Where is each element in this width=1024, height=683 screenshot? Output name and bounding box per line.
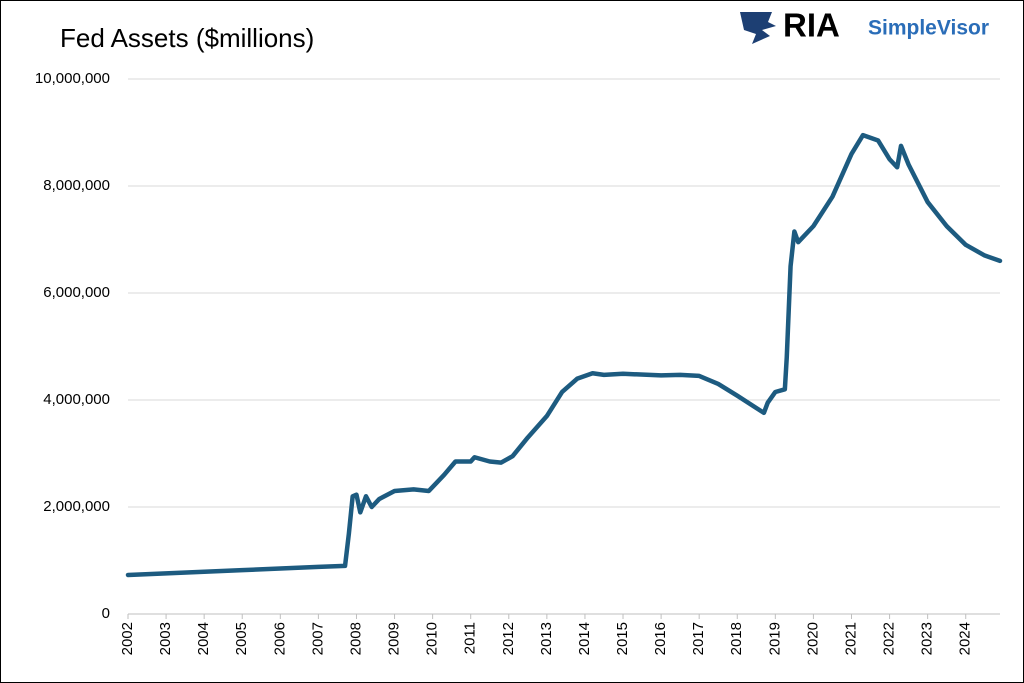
x-tick-label: 2006: [271, 622, 288, 655]
x-tick-label: 2002: [119, 622, 136, 655]
y-tick-label: 6,000,000: [43, 284, 110, 301]
x-tick-label: 2005: [233, 622, 250, 655]
y-tick-label: 0: [102, 605, 110, 622]
logo-icon: [740, 12, 776, 44]
x-tick-label: 2011: [462, 622, 479, 654]
x-tick-label: 2023: [919, 622, 936, 655]
logo: RIA SimpleVisor: [740, 7, 989, 44]
plot-area: 0 2,000,000 4,000,000 6,000,000 8,000,000 10,…: [35, 70, 1003, 655]
x-tick-label: 2007: [309, 622, 326, 655]
x-tick-label: 2016: [652, 622, 669, 655]
x-tick-label: 2019: [766, 622, 783, 655]
y-tick-label: 10,000,000: [35, 70, 110, 87]
y-tick-label: 2,000,000: [43, 498, 110, 515]
x-tick-label: 2014: [576, 622, 593, 655]
x-tick-label: 2008: [347, 622, 364, 655]
x-tick-label: 2010: [424, 622, 441, 655]
x-tick-label: 2003: [157, 622, 174, 655]
logo-brand: RIA: [783, 7, 840, 44]
x-tick-label: 2015: [614, 622, 631, 655]
x-tick-label: 2018: [728, 622, 745, 655]
x-tick-label: 2020: [804, 622, 821, 655]
y-tick-label: 8,000,000: [43, 177, 110, 194]
x-tick-label: 2013: [538, 622, 555, 655]
x-tick-label: 2004: [195, 622, 212, 655]
logo-product: SimpleVisor: [868, 17, 989, 40]
x-tick-label: 2009: [386, 622, 403, 655]
x-tick-label: 2012: [500, 622, 517, 655]
x-tick-label: 2021: [842, 622, 859, 655]
data-line: [125, 132, 1003, 578]
x-tick-label: 2022: [881, 622, 898, 655]
y-tick-label: 4,000,000: [43, 391, 110, 408]
x-tick-label: 2024: [957, 622, 974, 655]
chart-title: Fed Assets ($millions): [60, 23, 314, 53]
x-tick-label: 2017: [690, 622, 707, 655]
